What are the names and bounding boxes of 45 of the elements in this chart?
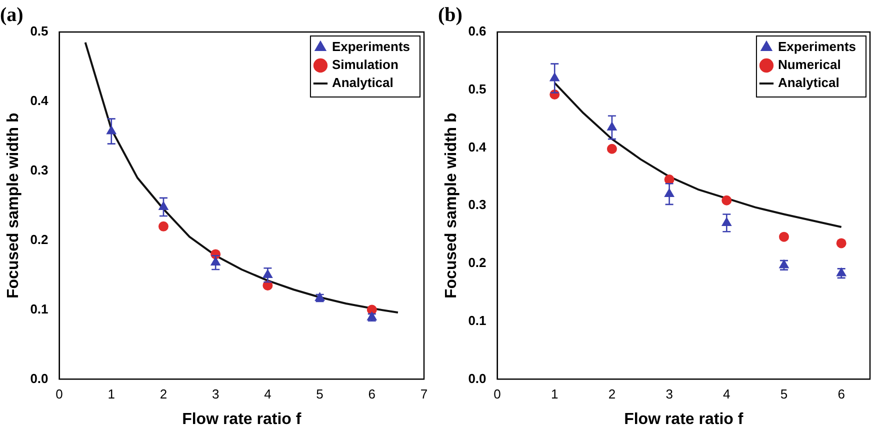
y-tick-label: 0.5 — [468, 81, 486, 96]
x-tick-label: 6 — [368, 386, 376, 402]
legend-label: Experiments — [332, 39, 410, 54]
x-tick-label: 4 — [723, 386, 730, 402]
y-axis-title: Focused sample width b — [5, 112, 22, 299]
x-tick-label: 1 — [550, 386, 558, 402]
y-tick-label: 0.4 — [30, 93, 50, 108]
x-tick-label: 3 — [212, 386, 220, 402]
legend-label: Simulation — [332, 57, 398, 72]
x-tick-label: 3 — [666, 386, 673, 402]
y-tick-label: 0.0 — [30, 370, 48, 386]
y-tick-label: 0.0 — [468, 370, 486, 386]
x-tick-label: 5 — [316, 386, 324, 402]
x-tick-label: 0 — [56, 386, 63, 402]
x-tick-label: 5 — [780, 386, 788, 402]
y-tick-label: 0.2 — [468, 255, 486, 270]
x-axis-title: Flow rate ratio f — [624, 410, 744, 428]
x-tick-label: 6 — [838, 386, 845, 402]
legend-label: Experiments — [778, 39, 856, 54]
x-tick-label: 1 — [108, 386, 115, 402]
point — [778, 232, 789, 242]
legend-label: Numerical — [778, 57, 841, 72]
y-tick-label: 0.3 — [30, 162, 48, 178]
legend-label: Analytical — [778, 75, 840, 90]
x-axis-title: Flow rate ratio f — [182, 410, 302, 428]
point — [606, 144, 617, 154]
y-tick-label: 0.2 — [30, 232, 48, 247]
x-tick-label: 0 — [494, 386, 501, 402]
y-axis-title: Focused sample width b — [443, 112, 460, 299]
chart-title: (a) — [0, 4, 24, 26]
x-tick-label: 2 — [608, 386, 616, 402]
point — [836, 238, 846, 248]
point — [722, 195, 732, 206]
y-tick-label: 0.3 — [468, 197, 486, 212]
y-tick-label: 0.6 — [468, 24, 486, 39]
x-tick-label: 4 — [264, 386, 272, 402]
x-tick-label: 7 — [420, 386, 428, 402]
x-tick-label: 2 — [160, 386, 168, 402]
legend-label: Analytical — [332, 75, 394, 90]
y-tick-label: 0.1 — [468, 312, 486, 328]
y-tick-label: 0.4 — [468, 139, 488, 154]
y-tick-label: 0.1 — [30, 301, 48, 316]
chart-title: (b) — [438, 4, 462, 26]
point — [158, 221, 168, 232]
y-tick-label: 0.5 — [30, 24, 48, 39]
